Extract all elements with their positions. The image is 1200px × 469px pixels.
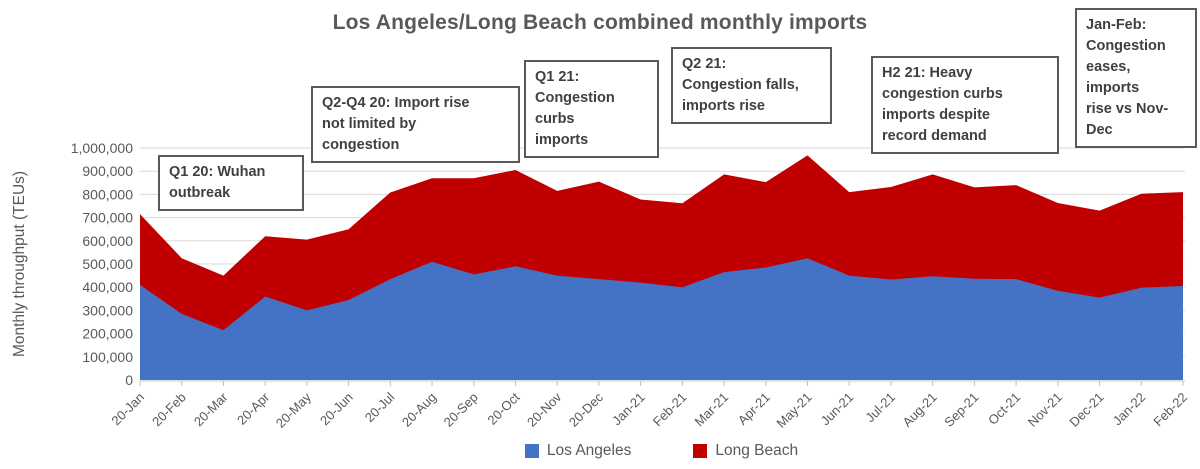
y-axis-tick-label: 400,000 <box>82 279 133 295</box>
chart-legend: Los Angeles Long Beach <box>140 442 1183 460</box>
x-axis-tick-label: Mar-21 <box>691 390 731 430</box>
long-beach-swatch-icon <box>693 444 708 458</box>
chart-title: Los Angeles/Long Beach combined monthly … <box>332 11 868 34</box>
x-axis-tick-label: 20-Oct <box>484 389 522 427</box>
x-axis-tick-label: 20-Mar <box>191 389 231 429</box>
los-angeles-swatch-icon <box>524 444 539 458</box>
x-axis-tick-label: Feb-22 <box>1150 390 1190 430</box>
x-axis-tick-label: 20-Nov <box>524 389 565 430</box>
x-axis-tick-label: 20-May <box>273 389 315 431</box>
annotation-q1-21: Q1 21: Congestion curbs imports <box>524 60 659 159</box>
y-axis-tick-label: 100,000 <box>82 349 133 365</box>
x-axis-tick-label: 20-Sep <box>441 390 481 430</box>
x-axis-tick-label: 20-Jun <box>317 390 356 429</box>
x-axis-tick-label: 20-Feb <box>149 390 189 430</box>
x-axis-tick-label: Sep-21 <box>941 390 981 430</box>
y-axis-tick-label: 500,000 <box>82 256 133 272</box>
y-axis-tick-label: 0 <box>125 372 133 388</box>
x-axis-tick-label: Aug-21 <box>900 390 940 430</box>
x-axis-tick-label: Nov-21 <box>1025 390 1065 430</box>
annotation-jan-feb: Jan-Feb: Congestion eases, imports rise … <box>1075 8 1197 149</box>
x-axis-tick-label: 20-Aug <box>399 390 439 430</box>
x-axis-tick-label: 20-Dec <box>566 389 607 430</box>
annotation-q2-21: Q2 21: Congestion falls, imports rise <box>671 47 832 125</box>
y-axis-tick-label: 800,000 <box>82 186 133 202</box>
x-axis-tick-label: Jan-21 <box>609 390 648 429</box>
legend-item-los-angeles: Los Angeles <box>524 442 632 460</box>
x-axis-tick-label: Feb-21 <box>650 390 690 430</box>
y-axis-title: Monthly throughput (TEUs) <box>11 171 28 357</box>
y-axis-tick-label: 200,000 <box>82 326 133 342</box>
annotation-h2-21: H2 21: Heavy congestion curbs imports de… <box>871 56 1059 155</box>
y-axis-tick-label: 700,000 <box>82 210 133 226</box>
x-axis-tick-label: 20-Apr <box>234 389 273 428</box>
annotation-q2-q4-20: Q2-Q4 20: Import rise not limited by con… <box>311 86 520 164</box>
x-axis-tick-label: Dec-21 <box>1066 390 1106 430</box>
x-axis-tick-label: 20-Jul <box>362 389 398 425</box>
los-angeles-area <box>140 258 1183 380</box>
x-axis-tick-label: Jun-21 <box>818 390 857 429</box>
y-axis-tick-label: 300,000 <box>82 302 133 318</box>
annotation-q1-20: Q1 20: Wuhan outbreak <box>158 155 304 212</box>
x-axis-tick-label: 20-Jan <box>108 390 147 429</box>
x-axis-tick-label: May-21 <box>773 390 814 431</box>
x-axis-tick-label: Jan-22 <box>1110 390 1149 429</box>
x-axis-tick-label: Apr-21 <box>735 390 773 428</box>
legend-label-los-angeles: Los Angeles <box>546 442 632 459</box>
legend-label-long-beach: Long Beach <box>715 442 799 459</box>
y-axis-tick-label: 900,000 <box>82 163 133 179</box>
x-axis-tick-label: Jul-21 <box>862 390 898 426</box>
y-axis-tick-label: 1,000,000 <box>71 140 133 156</box>
x-axis-tick-label: Oct-21 <box>985 390 1023 428</box>
y-axis-tick-label: 600,000 <box>82 233 133 249</box>
legend-item-long-beach: Long Beach <box>693 442 798 460</box>
